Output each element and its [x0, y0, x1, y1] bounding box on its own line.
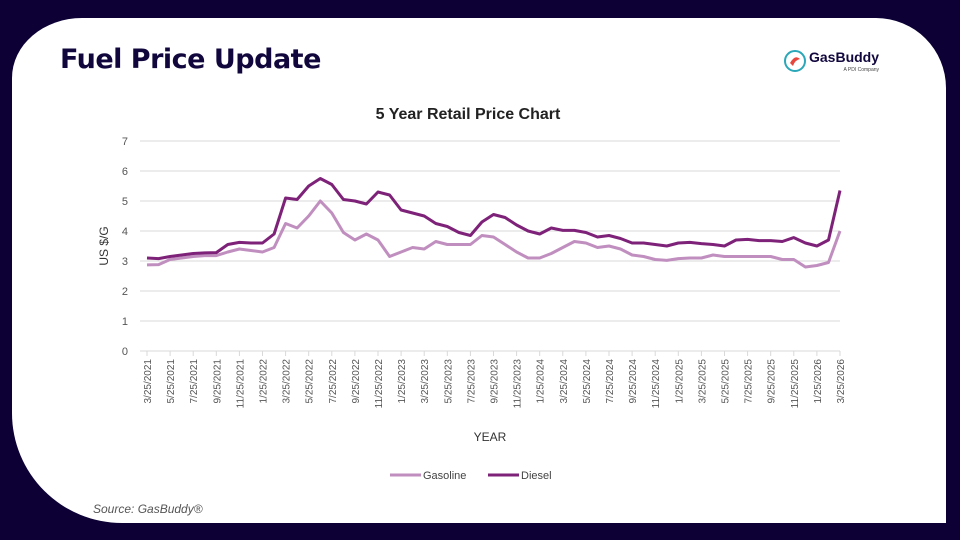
x-tick-label: 7/25/2021 [189, 359, 200, 404]
x-tick-label: 11/25/2024 [651, 359, 662, 409]
x-tick-label: 9/25/2023 [490, 359, 501, 404]
x-tick-label: 3/25/2021 [143, 359, 154, 404]
logo-subtext: A PDI Company [843, 67, 880, 73]
x-tick-label: 7/25/2022 [328, 359, 339, 404]
x-tick-label: 7/25/2023 [466, 359, 477, 404]
y-tick-label: 2 [122, 286, 128, 298]
x-tick-label: 5/25/2021 [166, 359, 177, 404]
y-tick-label: 4 [122, 226, 128, 238]
x-tick-label: 1/25/2026 [813, 359, 824, 404]
legend: Gasoline Diesel [390, 470, 552, 482]
x-tick-label: 11/25/2022 [374, 359, 385, 409]
x-tick-label: 11/25/2021 [235, 359, 246, 409]
x-tick-label: 9/25/2024 [628, 359, 639, 404]
x-tick-label: 3/25/2026 [836, 359, 847, 404]
x-tick-label: 11/25/2023 [513, 359, 524, 409]
slide-card [12, 18, 946, 523]
x-tick-label: 5/25/2022 [305, 359, 316, 404]
x-tick-label: 1/25/2022 [259, 359, 270, 404]
y-axis-label: US $/G [97, 226, 111, 265]
x-tick-label: 7/25/2025 [744, 359, 755, 404]
x-tick-label: 3/25/2024 [559, 359, 570, 404]
x-axis-label: YEAR [474, 430, 507, 444]
x-tick-label: 1/25/2025 [674, 359, 685, 404]
x-tick-label: 1/25/2024 [536, 359, 547, 404]
x-tick-label: 5/25/2024 [582, 359, 593, 404]
y-tick-label: 0 [122, 346, 128, 358]
x-tick-label: 9/25/2025 [767, 359, 778, 404]
x-tick-label: 3/25/2025 [697, 359, 708, 404]
x-tick-label: 11/25/2025 [790, 359, 801, 409]
y-tick-label: 6 [122, 166, 128, 178]
x-tick-label: 9/25/2021 [212, 359, 223, 404]
series-line-gasoline [146, 199, 842, 269]
y-tick-label: 3 [122, 256, 128, 268]
legend-diesel-label: Diesel [521, 470, 552, 482]
source-note: Source: GasBuddy® [93, 502, 203, 516]
x-tick-label: 9/25/2022 [351, 359, 362, 404]
page-title: Fuel Price Update [60, 44, 321, 75]
legend-gasoline-label: Gasoline [423, 470, 466, 482]
logo-text: GasBuddy [809, 49, 880, 65]
gasbuddy-logo: GasBuddy A PDI Company [784, 48, 879, 73]
y-tick-label: 7 [122, 136, 128, 148]
y-tick-label: 1 [122, 316, 128, 328]
y-tick-label: 5 [122, 196, 128, 208]
x-tick-label: 5/25/2023 [443, 359, 454, 404]
series-line-diesel [146, 177, 842, 261]
x-tick-label: 3/25/2022 [282, 359, 293, 404]
x-tick-label: 7/25/2024 [605, 359, 616, 404]
x-tick-label: 1/25/2023 [397, 359, 408, 404]
gasbuddy-logo-icon [784, 49, 806, 72]
x-tick-label: 5/25/2025 [721, 359, 732, 404]
x-tick-label: 3/25/2023 [420, 359, 431, 404]
chart-title: 5 Year Retail Price Chart [376, 106, 561, 123]
